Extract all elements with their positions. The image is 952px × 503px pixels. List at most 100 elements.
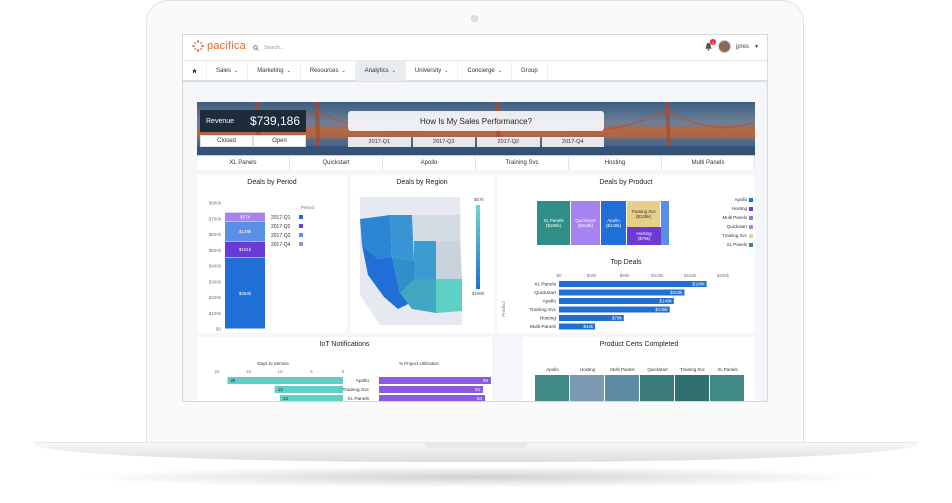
deals-by-product-panel: Deals by Product XL Panels ($180k) Quickst… <box>497 175 755 333</box>
account-tab[interactable]: Apollo <box>383 156 476 170</box>
bar-segment[interactable] <box>225 241 265 258</box>
legend-label: 2017-Q2 <box>271 224 291 230</box>
data-label: $153k <box>670 290 683 295</box>
product-treemap: XL Panels ($180k) Quickstart ($153k) Apollo(… <box>537 201 697 245</box>
nav-label: Concierge <box>467 67 495 74</box>
legend-swatch <box>299 215 303 219</box>
account-tab[interactable]: XL Panels <box>197 156 290 170</box>
legend-label: Quickstart <box>726 224 747 229</box>
global-header: pacifica Search... 1 jpres ▼ <box>183 35 767 61</box>
bar[interactable] <box>559 306 670 313</box>
bar[interactable] <box>379 386 483 393</box>
global-search[interactable]: Search... <box>253 41 453 55</box>
treemap-tile[interactable]: Hosting ($79k) <box>627 227 661 245</box>
nav-label: Analytics <box>364 67 389 74</box>
period-buttons: 2017-Q1 2017-Q3 2017-Q2 2017-Q4 <box>348 137 604 147</box>
region-oregon <box>360 215 392 259</box>
column-label: Hosting <box>579 367 596 372</box>
heatmap-cell[interactable] <box>605 375 639 401</box>
period-button[interactable]: 2017-Q2 <box>477 137 540 147</box>
period-button[interactable]: 2017-Q4 <box>541 137 604 147</box>
avatar[interactable] <box>718 40 732 53</box>
tile-value: ($140k) <box>605 223 622 228</box>
y-tick-label: $0 <box>216 327 222 332</box>
column-label: Quickstart <box>647 367 668 372</box>
nav-item-concierge[interactable]: Concierge ⌄ <box>458 60 512 81</box>
nav-item-marketing[interactable]: Marketing ⌄ <box>248 60 301 81</box>
legend-label: Training Svc <box>722 233 747 238</box>
chevron-down-icon[interactable]: ▼ <box>754 43 759 50</box>
notification-count: 1 <box>710 39 717 45</box>
app-screen: pacifica Search... 1 jpres ▼ Sales ⌄ Mark… <box>182 34 768 402</box>
heatmap-cell[interactable] <box>570 375 604 401</box>
bar[interactable] <box>379 377 491 384</box>
account-tab[interactable]: Hosting <box>569 156 662 170</box>
heatmap-cell[interactable] <box>535 375 569 401</box>
period-button[interactable]: 2017-Q1 <box>348 137 411 147</box>
heatmap-cell[interactable] <box>675 375 709 401</box>
account-tab[interactable]: Multi Panels <box>662 156 755 170</box>
search-icon <box>253 45 259 51</box>
nav-item-resources[interactable]: Resources ⌄ <box>301 60 356 81</box>
bar-category-label: Quickstart <box>534 290 556 296</box>
tab-open[interactable]: Open <box>253 135 306 147</box>
tab-closed[interactable]: Closed <box>200 135 253 147</box>
username[interactable]: jpres <box>736 43 750 50</box>
bar-segment[interactable] <box>225 221 265 242</box>
bar[interactable] <box>559 281 707 287</box>
bar[interactable] <box>280 395 343 402</box>
legend-swatch <box>749 197 753 202</box>
nav-item-university[interactable]: University ⌄ <box>406 60 459 81</box>
region-map <box>360 197 480 325</box>
period-button[interactable]: 2017-Q3 <box>412 137 475 147</box>
bar-segment[interactable] <box>225 212 265 222</box>
treemap-tile[interactable]: XL Panels ($180k) <box>537 201 571 245</box>
panel-title: IoT Notifications <box>319 341 370 348</box>
treemap-tile[interactable]: Apollo ($140k) <box>601 201 627 245</box>
y-tick-label: $800k <box>209 201 222 206</box>
region-arizona <box>400 279 436 313</box>
region-nevada <box>392 257 414 293</box>
account-tabs: XL Panels Quickstart Apollo Training Svc… <box>197 155 755 170</box>
legend-swatch <box>299 224 303 228</box>
nav-item-sales[interactable]: Sales ⌄ <box>207 60 249 81</box>
subchart-title: Days to Service <box>257 361 289 366</box>
bar[interactable] <box>379 395 485 402</box>
legend-swatch <box>299 233 303 237</box>
nav-item-analytics[interactable]: Analytics ⌄ <box>355 60 406 81</box>
tile-label: Hosting <box>636 231 652 236</box>
notification-bell[interactable]: 1 <box>704 39 717 51</box>
nav-label: Group <box>520 67 538 74</box>
treemap-tile[interactable]: Quickstart ($153k) <box>571 201 601 245</box>
heatmap-cell[interactable] <box>710 375 744 401</box>
x-tick-label: $40k <box>587 273 598 278</box>
account-tab[interactable]: Training Svc <box>476 156 569 170</box>
bar[interactable] <box>227 377 344 384</box>
legend-swatch <box>749 242 753 247</box>
bar[interactable] <box>559 298 674 304</box>
legend-item: Quickstart <box>703 222 753 231</box>
bar[interactable] <box>559 323 596 330</box>
legend-swatch <box>749 233 753 238</box>
bar[interactable] <box>559 289 685 296</box>
data-label: 13 <box>278 387 284 392</box>
app-logo[interactable]: pacifica <box>192 40 246 52</box>
nav-bar: Sales ⌄ Marketing ⌄ Resources ⌄ Analytics ⌄ … <box>183 60 767 82</box>
chevron-down-icon: ⌄ <box>444 67 449 74</box>
nav-label: Sales <box>216 67 232 74</box>
camera <box>471 15 478 22</box>
heatmap-cell[interactable] <box>640 375 674 401</box>
nav-home[interactable] <box>183 60 207 81</box>
bell-icon <box>705 42 712 51</box>
nav-item-group[interactable]: Group <box>512 60 548 81</box>
data-label: 2k <box>231 378 237 383</box>
treemap-tile[interactable] <box>661 201 669 245</box>
region-california <box>362 245 410 309</box>
account-tab[interactable]: Quickstart <box>290 156 383 170</box>
bar-segment[interactable] <box>225 257 265 329</box>
legend-swatch <box>749 206 753 211</box>
top-deals-title: Top Deals <box>610 259 642 266</box>
data-label: $140k <box>660 299 673 304</box>
bar[interactable] <box>559 315 624 321</box>
bar[interactable] <box>274 386 343 393</box>
